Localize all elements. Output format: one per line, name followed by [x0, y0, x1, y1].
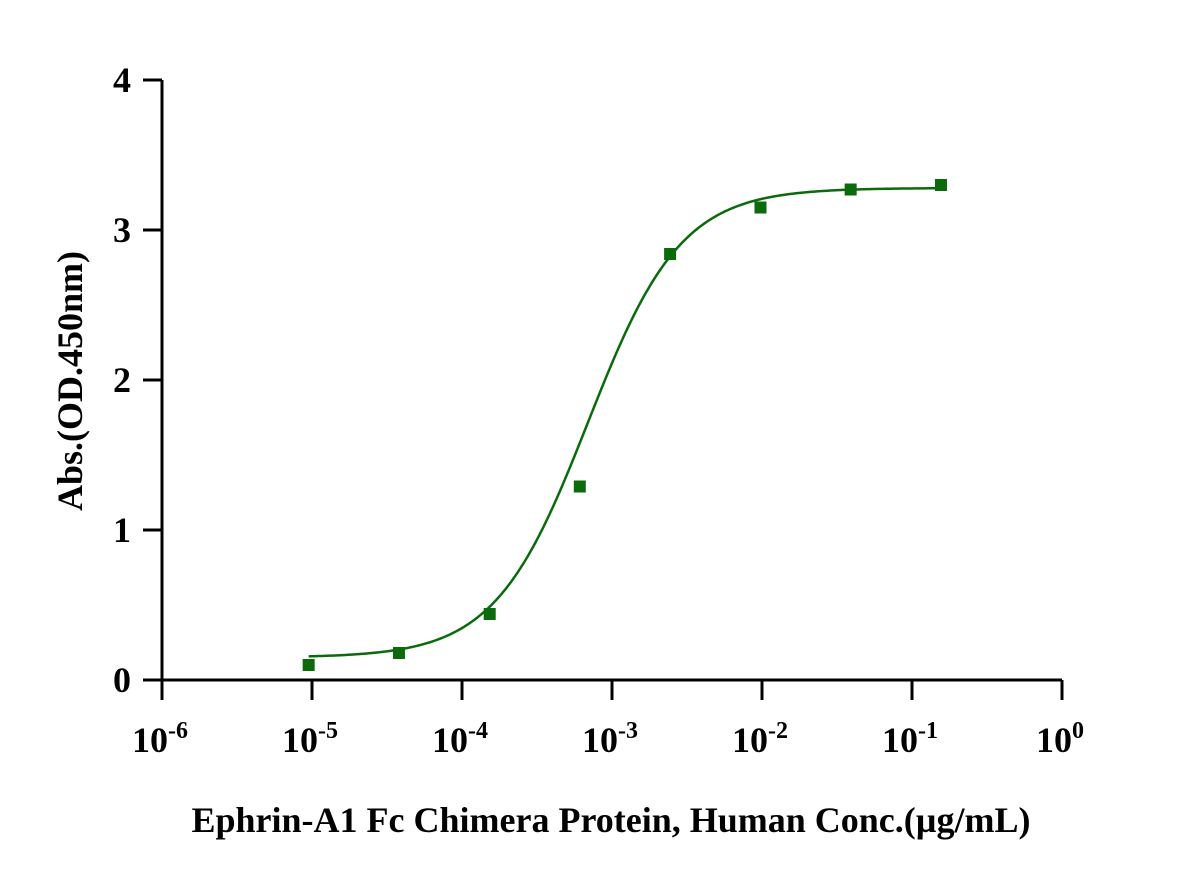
- x-tick-label: 10-5: [282, 718, 338, 760]
- x-tick-exponent: -2: [768, 718, 788, 744]
- x-tick-exponent: -6: [168, 718, 188, 744]
- x-tick-base: 10: [282, 720, 318, 760]
- x-tick-base: 10: [582, 720, 618, 760]
- data-point: [664, 248, 677, 260]
- y-tick-label: 3: [113, 210, 131, 250]
- x-tick-label: 10-4: [432, 718, 488, 760]
- x-tick-exponent: -5: [318, 718, 338, 744]
- x-tick-exponent: 0: [1072, 718, 1084, 744]
- x-tick-base: 10: [432, 720, 468, 760]
- y-ticks: 0 1 2 3 4: [113, 60, 162, 700]
- data-point: [844, 183, 857, 196]
- x-tick-label: 10-2: [732, 718, 788, 760]
- y-tick-label: 2: [113, 360, 131, 400]
- y-tick-label: 4: [113, 60, 131, 100]
- x-tick-base: 10: [132, 720, 168, 760]
- y-tick-label: 1: [113, 510, 131, 550]
- x-tick-base: 10: [1036, 720, 1072, 760]
- x-tick-base: 10: [732, 720, 768, 760]
- y-tick-label: 0: [113, 660, 131, 700]
- x-tick-label: 100: [1036, 718, 1084, 760]
- x-ticks: 10-6 10-5 10-4 10-3 10-2 10-1 100: [132, 680, 1084, 760]
- x-tick-exponent: -1: [918, 718, 938, 744]
- axes: [160, 80, 1062, 682]
- data-point: [392, 647, 405, 659]
- x-tick-exponent: -4: [468, 718, 488, 744]
- y-axis-title: Abs.(OD.450nm): [50, 251, 90, 511]
- x-tick-exponent: -3: [618, 718, 638, 744]
- x-tick-base: 10: [882, 720, 918, 760]
- data-point: [483, 608, 496, 620]
- data-points: [302, 179, 947, 671]
- fit-curve: [308, 186, 941, 658]
- data-point: [754, 201, 767, 214]
- x-tick-label: 10-1: [882, 718, 938, 760]
- x-axis-title: Ephrin-A1 Fc Chimera Protein, Human Conc…: [191, 800, 1030, 840]
- x-tick-label: 10-3: [582, 718, 638, 760]
- data-point: [302, 659, 315, 671]
- x-tick-label: 10-6: [132, 718, 188, 760]
- data-point: [573, 480, 586, 493]
- data-point: [934, 179, 947, 191]
